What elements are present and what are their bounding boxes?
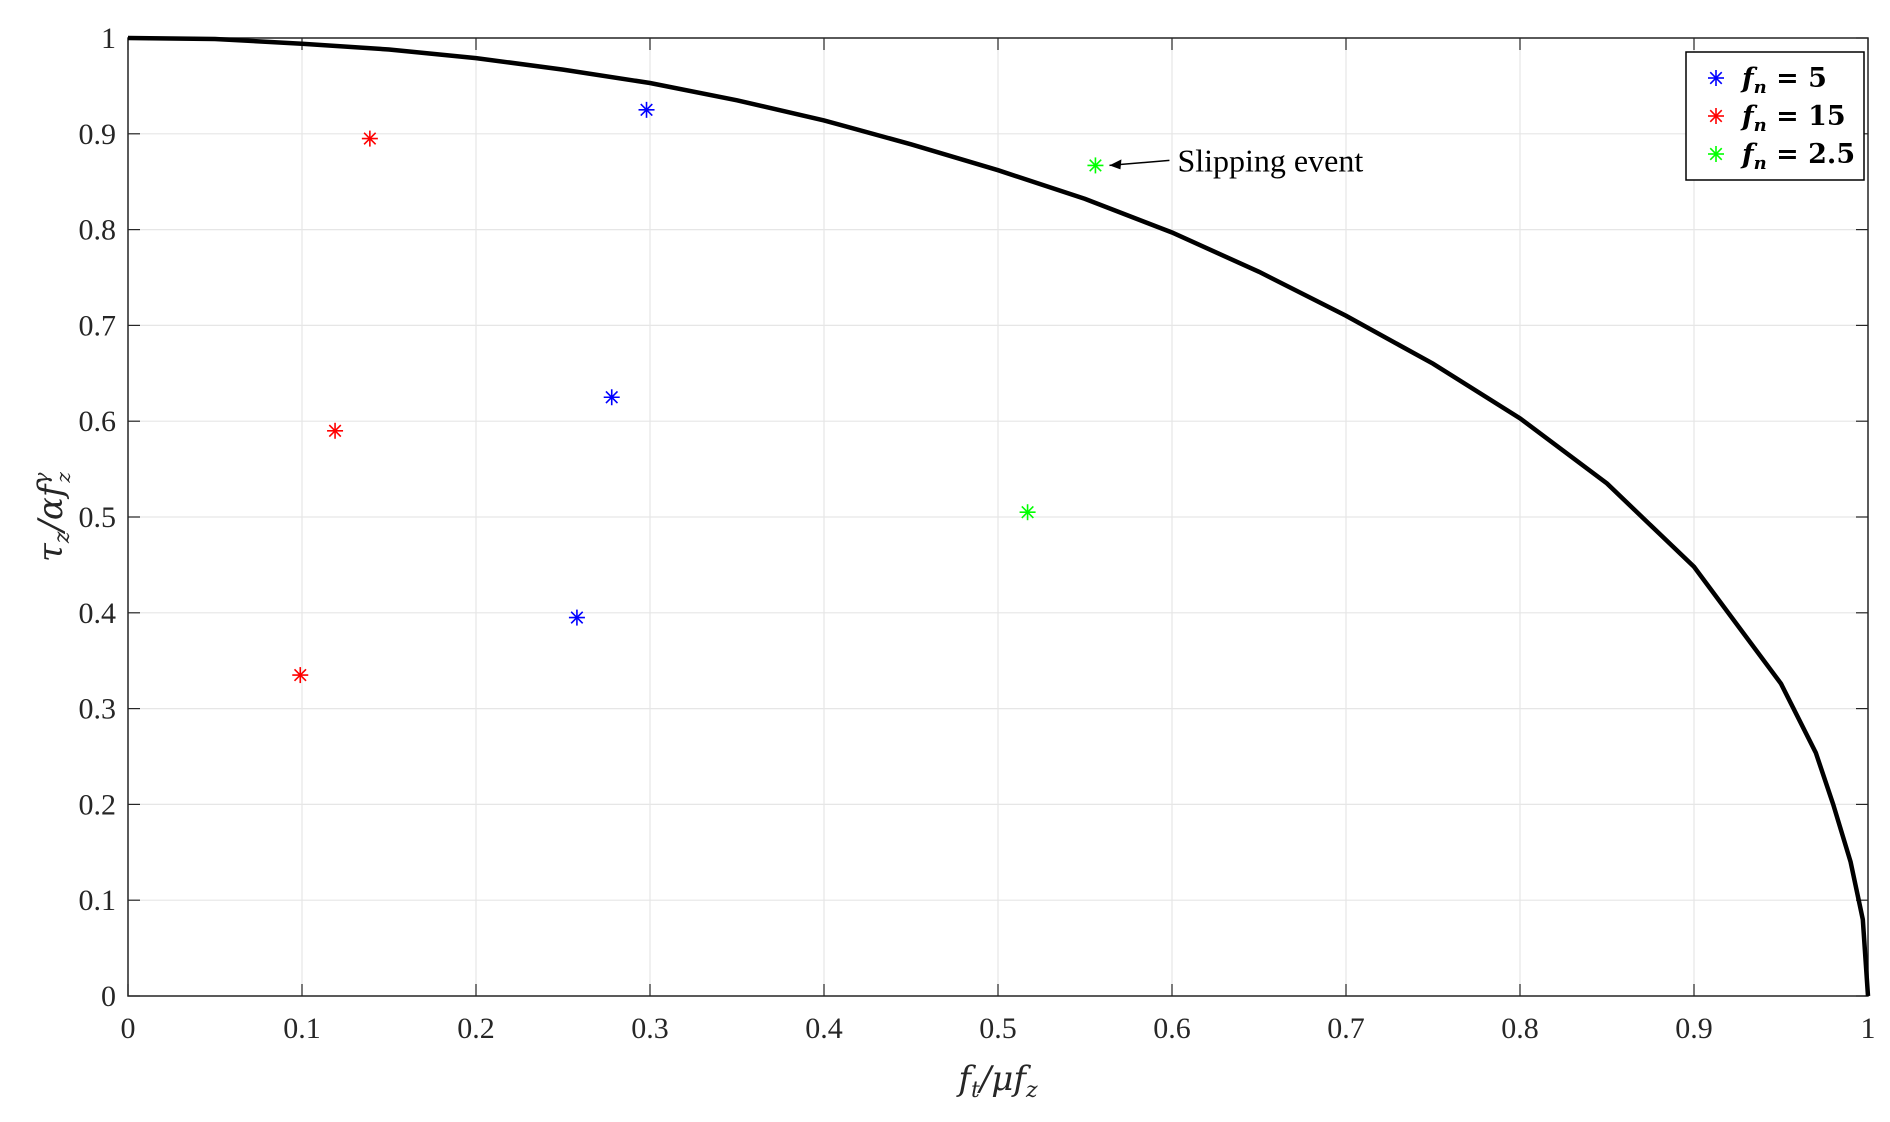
data-point — [638, 101, 655, 118]
data-point — [1087, 157, 1104, 174]
y-tick-label: 0.2 — [79, 788, 117, 821]
annotation-text: Slipping event — [1177, 142, 1363, 178]
data-point — [603, 389, 620, 406]
y-tick-label: 0.7 — [79, 309, 117, 342]
x-axis-label: ft/μfz — [955, 1059, 1038, 1103]
y-tick-label: 0 — [101, 980, 116, 1013]
legend-entry: fn = 5 — [1708, 63, 1827, 98]
y-tick-label: 1 — [101, 22, 116, 55]
legend-entry: fn = 15 — [1708, 101, 1846, 136]
boundary-curve — [127, 35, 1871, 997]
data-point — [327, 422, 344, 439]
y-tick-label: 0.6 — [79, 405, 117, 438]
x-tick-label: 0.7 — [1327, 1012, 1365, 1045]
x-tick-label: 0.8 — [1501, 1012, 1539, 1045]
y-tick-label: 0.5 — [79, 501, 117, 534]
data-point — [1019, 504, 1036, 521]
y-tick-label: 0.8 — [79, 214, 117, 247]
data-point — [361, 130, 378, 147]
x-tick-label: 0.3 — [631, 1012, 669, 1045]
x-tick-label: 0.6 — [1153, 1012, 1191, 1045]
x-tick-label: 0.2 — [457, 1012, 495, 1045]
annotation-arrowhead — [1109, 159, 1122, 170]
data-point — [568, 609, 585, 626]
legend-label: fn = 5 — [1740, 63, 1827, 98]
y-tick-label: 0.1 — [79, 884, 117, 917]
grid-lines — [127, 37, 1869, 997]
x-tick-label: 0 — [121, 1012, 136, 1045]
legend-label: fn = 2.5 — [1740, 139, 1855, 174]
data-markers — [292, 101, 1104, 684]
x-tick-label: 1 — [1861, 1012, 1876, 1045]
legend-marker — [1708, 108, 1724, 124]
y-tick-label: 0.4 — [79, 597, 117, 630]
x-tick-label: 0.9 — [1675, 1012, 1713, 1045]
y-tick-label: 0.9 — [79, 118, 117, 151]
legend-label: fn = 15 — [1740, 101, 1846, 136]
legend-marker — [1708, 146, 1724, 162]
y-tick-label: 0.3 — [79, 693, 117, 726]
legend-entry: fn = 2.5 — [1708, 139, 1855, 174]
x-tick-labels: 0 0.1 0.2 0.3 0.4 0.5 0.6 0.7 0.8 0.9 1 — [121, 1012, 1876, 1045]
y-axis-label: τz/αfγz — [29, 472, 75, 562]
legend-marker — [1708, 70, 1724, 86]
x-tick-label: 0.1 — [283, 1012, 321, 1045]
x-tick-label: 0.5 — [979, 1012, 1017, 1045]
x-tick-label: 0.4 — [805, 1012, 843, 1045]
y-tick-labels: 0 0.1 0.2 0.3 0.4 0.5 0.6 0.7 0.8 0.9 1 — [79, 22, 117, 1013]
data-point — [292, 667, 309, 684]
annotation: Slipping event — [1109, 142, 1363, 178]
